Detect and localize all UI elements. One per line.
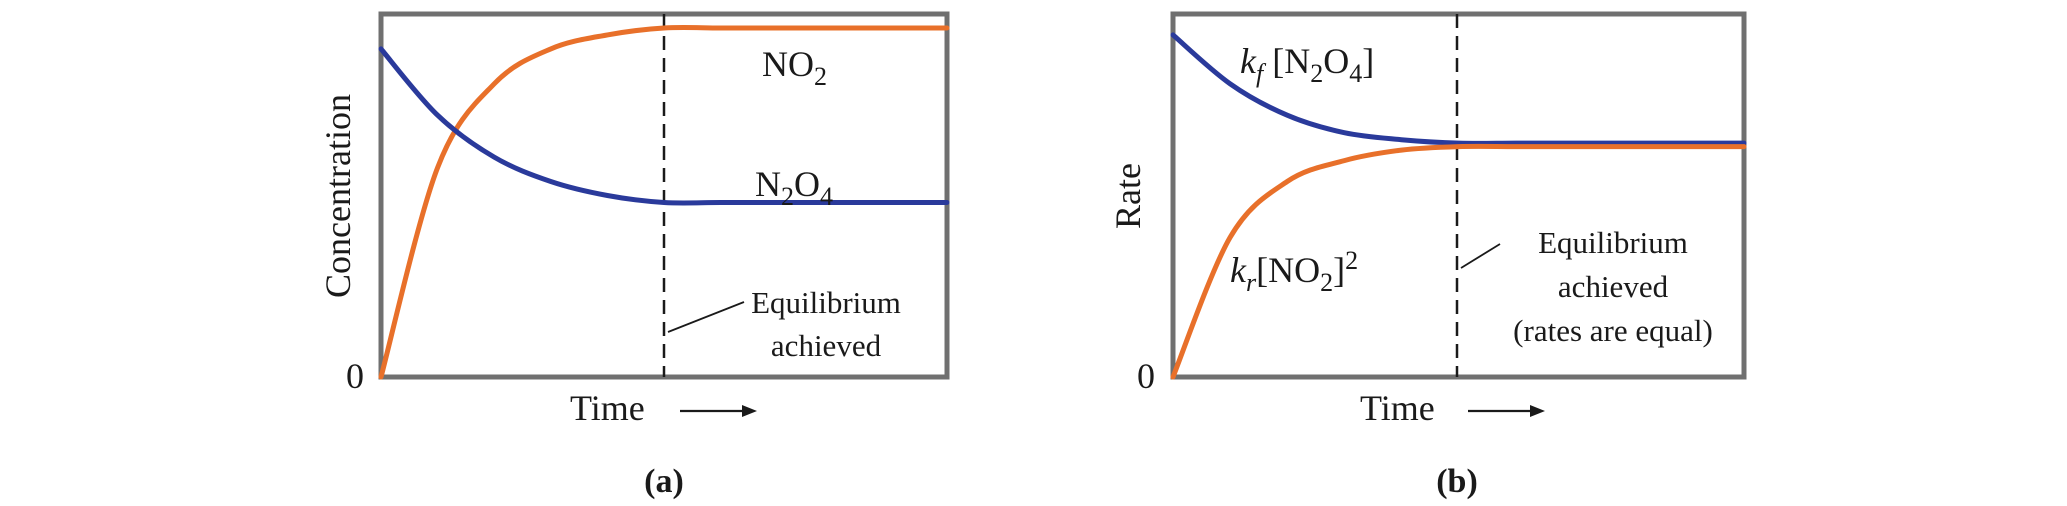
y-axis-label-a: Concentration [318, 94, 358, 298]
annotation-leader-a [667, 301, 745, 333]
panel-label-b: (b) [1436, 463, 1478, 500]
series-label-no2: NO2 [762, 44, 827, 91]
y-axis-label-b: Rate [1108, 163, 1148, 229]
annotation-line-1-a: Equilibrium [751, 285, 901, 320]
x-axis-label-a: Time [570, 388, 645, 428]
annotation-line-1-b: Equilibrium [1538, 225, 1688, 260]
x-axis-arrow-a [680, 405, 757, 417]
annotation-line-2-a: achieved [771, 328, 882, 363]
series-line-no2 [378, 24, 950, 380]
series-line-kf [1170, 32, 1747, 146]
x-axis-label-b: Time [1360, 388, 1435, 428]
series-label-n2o4: N2O4 [755, 164, 833, 211]
annotation-line-2-b: achieved [1558, 269, 1669, 304]
panel-b-rate: kf [N2O4] kr[NO2]2 Equilibrium achieved … [1108, 11, 1747, 500]
series-line-kr [1170, 143, 1747, 380]
panel-a-concentration: NO2 N2O4 Equilibrium achieved 0 Concentr… [318, 11, 950, 500]
plot-frame-b [1170, 11, 1747, 380]
annotation-leader-b [1460, 243, 1501, 269]
panel-label-a: (a) [644, 463, 684, 500]
y-zero-label-a: 0 [346, 356, 364, 396]
x-axis-arrow-b [1468, 405, 1545, 417]
annotation-line-3-b: (rates are equal) [1513, 313, 1713, 348]
series-label-kf: kf [N2O4] [1240, 41, 1374, 88]
series-line-n2o4 [378, 46, 950, 206]
y-zero-label-b: 0 [1137, 356, 1155, 396]
series-label-kr: kr[NO2]2 [1230, 246, 1358, 297]
